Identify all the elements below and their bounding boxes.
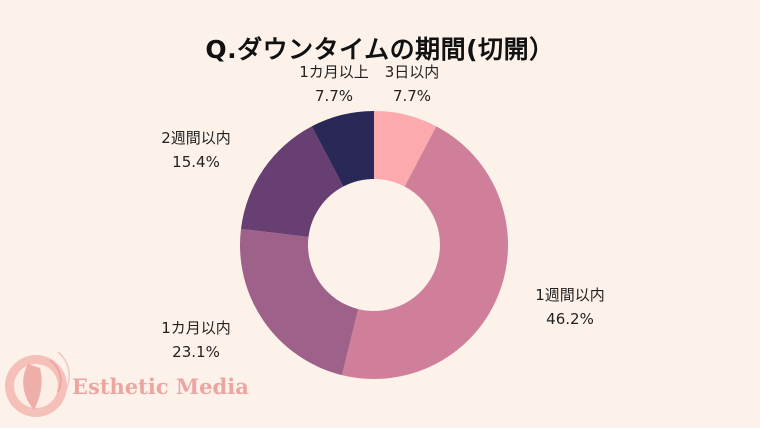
slice-value-label: 46.2% [546,310,594,328]
slice-category-label: 1カ月以上 [299,63,369,81]
slice-category-label: 3日以内 [385,63,440,81]
slice-category-label: 1週間以内 [535,286,605,304]
donut-slice-2 [341,126,509,380]
slice-category-label: 2週間以内 [161,129,231,147]
donut-slice-4 [240,126,344,238]
donut-slice-5 [311,111,374,187]
slice-value-label: 7.7% [393,87,431,105]
donut-slice-3 [239,228,359,376]
slice-labels: 3日以内 7.7% 1週間以内 46.2% 1カ月以内 23.1% 2週間以内 15.4% 1カ… [161,63,605,361]
slice-value-label: 23.1% [172,343,220,361]
slice-value-label: 15.4% [172,153,220,171]
slice-category-label: 1カ月以内 [161,319,231,337]
donut-slices [239,111,509,380]
donut-slice-1 [374,111,437,187]
chart-title: Q.ダウンタイムの期間(切開） [205,35,555,64]
watermark-text: Esthetic Media [72,374,249,399]
slice-value-label: 7.7% [315,87,353,105]
esthetic-media-logo-icon [5,351,71,417]
